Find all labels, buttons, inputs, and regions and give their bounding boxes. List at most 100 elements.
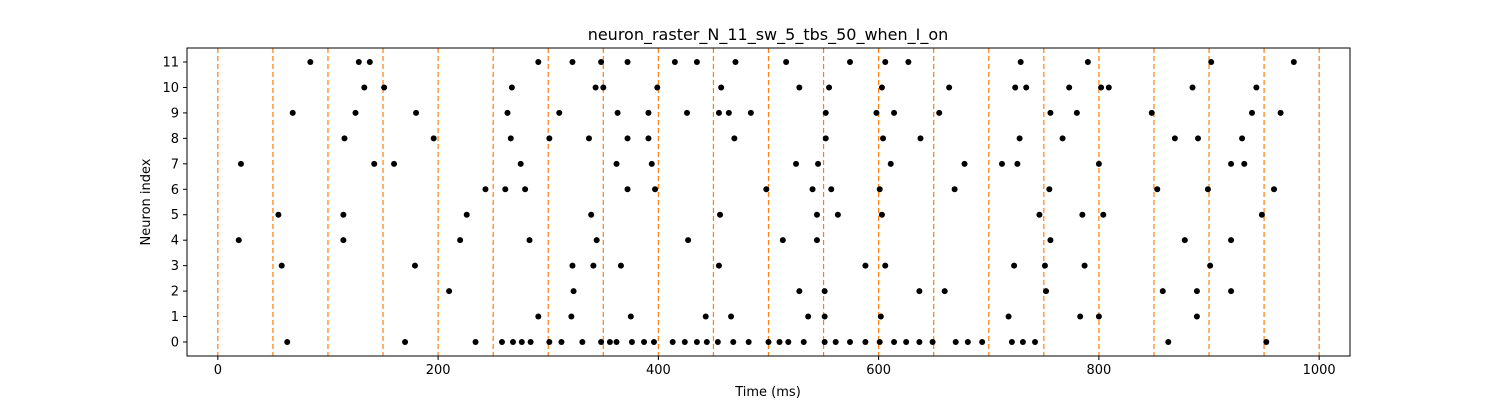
- spike-point: [681, 339, 688, 345]
- y-tick-label: 7: [171, 157, 179, 172]
- spike-point: [728, 313, 735, 320]
- spike-point: [796, 84, 803, 91]
- x-axis-label: Time (ms): [734, 385, 801, 400]
- spike-point: [1047, 237, 1054, 244]
- spike-point: [361, 84, 368, 91]
- spike-point: [693, 339, 700, 345]
- spike-point: [785, 339, 792, 345]
- spike-point: [507, 135, 514, 142]
- spike-point: [289, 109, 296, 116]
- spike-point: [275, 211, 282, 218]
- spike-point: [916, 288, 923, 295]
- spike-point: [568, 313, 575, 320]
- spike-point: [1181, 237, 1188, 244]
- spike-point: [556, 109, 563, 116]
- spike-point: [613, 160, 620, 167]
- spike-point: [747, 109, 754, 116]
- spike-point: [979, 339, 986, 345]
- spike-point: [876, 186, 883, 193]
- spike-point: [1207, 262, 1214, 269]
- y-tick-label: 1: [171, 310, 179, 325]
- spike-point: [588, 211, 595, 218]
- spike-point: [1228, 160, 1235, 167]
- spike-point: [585, 135, 592, 142]
- spike-point: [522, 186, 529, 193]
- spike-point: [509, 339, 516, 345]
- spike-point: [1016, 135, 1023, 142]
- spike-point: [821, 313, 828, 320]
- spike-point: [877, 313, 884, 320]
- spike-point: [952, 339, 959, 345]
- spike-point: [590, 262, 597, 269]
- y-tick-label: 2: [171, 285, 179, 300]
- spike-point: [1084, 59, 1091, 65]
- chart-title: neuron_raster_N_11_sw_5_tbs_50_when_I_on: [588, 25, 949, 45]
- spike-point: [1046, 186, 1053, 193]
- spike-point: [606, 339, 613, 345]
- spike-point: [669, 339, 676, 345]
- y-tick-label: 4: [171, 234, 179, 249]
- spike-point: [1148, 109, 1155, 116]
- spike-point: [1043, 288, 1050, 295]
- spike-point: [1171, 135, 1178, 142]
- spike-point: [1032, 339, 1039, 345]
- spike-point: [941, 288, 948, 295]
- spike-point: [570, 288, 577, 295]
- spike-point: [862, 339, 869, 345]
- spike-point: [624, 186, 631, 193]
- spike-point: [793, 160, 800, 167]
- spike-point: [809, 186, 816, 193]
- spike-point: [730, 339, 737, 345]
- spike-point: [366, 59, 373, 65]
- spike-point: [1036, 211, 1043, 218]
- spike-point: [613, 339, 620, 345]
- spike-point: [998, 160, 1005, 167]
- spike-point: [600, 84, 607, 91]
- spike-point: [1014, 160, 1021, 167]
- y-tick-label: 3: [171, 259, 179, 274]
- plot-area: 0 200 400 600 800 1000 0 1 2 3 4 5 6 7 8 9 10 11: [162, 47, 1351, 378]
- spike-point: [882, 262, 889, 269]
- y-tick-label: 11: [162, 56, 179, 71]
- spike-point: [645, 135, 652, 142]
- spike-point: [846, 59, 853, 65]
- spike-point: [718, 84, 725, 91]
- spike-point: [779, 237, 786, 244]
- spike-point: [381, 84, 388, 91]
- spike-point: [1012, 84, 1019, 91]
- y-tick-label: 10: [162, 81, 179, 96]
- spike-point: [1019, 339, 1026, 345]
- spike-point: [1271, 186, 1278, 193]
- spike-point: [862, 262, 869, 269]
- spike-point: [1228, 288, 1235, 295]
- spike-point: [535, 59, 542, 65]
- spike-point: [593, 237, 600, 244]
- spike-point: [725, 109, 732, 116]
- spike-point: [763, 186, 770, 193]
- spike-point: [693, 59, 700, 65]
- spike-point: [776, 339, 783, 345]
- spike-point: [715, 262, 722, 269]
- spike-point: [307, 59, 314, 65]
- spike-point: [1077, 313, 1084, 320]
- spike-point: [805, 313, 812, 320]
- spike-point: [518, 339, 525, 345]
- spike-point: [592, 84, 599, 91]
- spike-point: [715, 109, 722, 116]
- spike-point: [341, 135, 348, 142]
- spike-point: [731, 135, 738, 142]
- spike-point: [880, 135, 887, 142]
- spike-point: [617, 262, 624, 269]
- y-axis-label: Neuron index: [139, 158, 154, 245]
- spike-point: [546, 135, 553, 142]
- y-axis-ticks: 0 1 2 3 4 5 6 7 8 9 10 11: [162, 56, 187, 351]
- spike-point: [446, 288, 453, 295]
- spike-point: [652, 186, 659, 193]
- spike-point: [1241, 160, 1248, 167]
- spike-point: [1073, 109, 1080, 116]
- spike-point: [685, 237, 692, 244]
- spike-point: [430, 135, 437, 142]
- axes-frame: [186, 47, 1351, 357]
- spike-point: [457, 237, 464, 244]
- x-tick-label: 200: [426, 363, 451, 378]
